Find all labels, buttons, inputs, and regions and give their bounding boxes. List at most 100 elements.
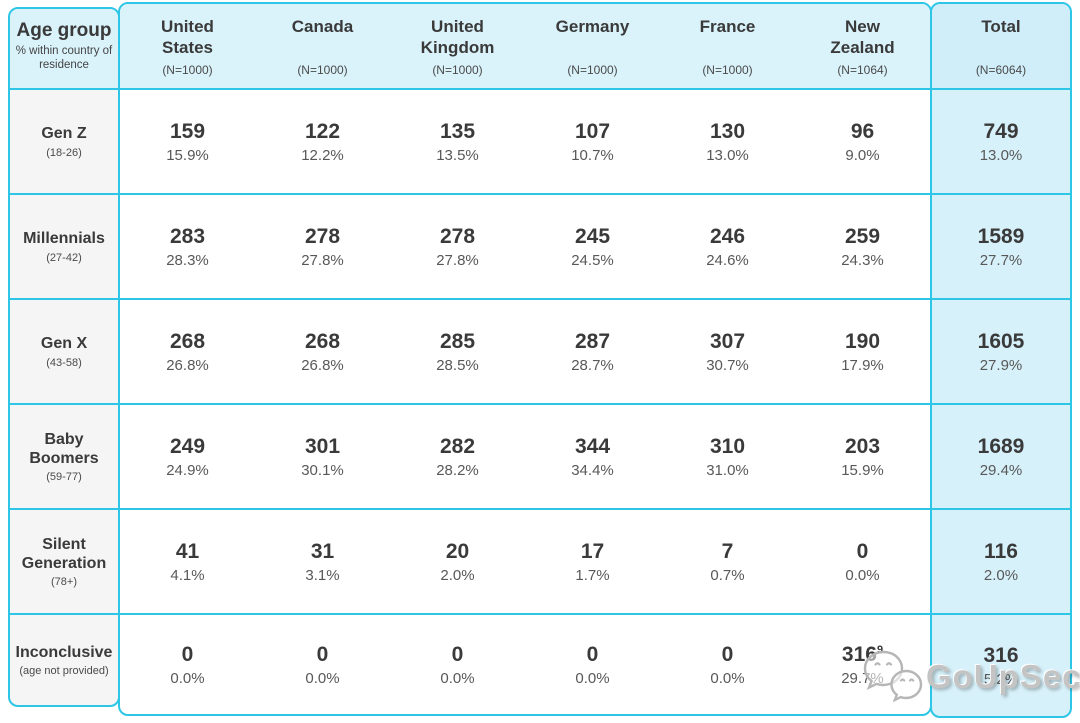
column-sample-size: (N=1000) (702, 63, 753, 77)
row-label: Baby Boomers (29, 430, 99, 467)
country-data-panel: United States (N=1000) Canada (N=1000) Unite… (118, 2, 932, 716)
data-cell: 245 24.5% (525, 195, 660, 298)
cell-percent: 27.9% (979, 356, 1023, 374)
row-label: Millennials (23, 230, 105, 248)
cell-count: 0 (856, 539, 869, 563)
row-header: Inconclusive (age not provided) (10, 613, 118, 705)
cell-count: 159 (169, 119, 206, 143)
data-cell: 0 0.0% (255, 615, 390, 714)
column-sample-size: (N=1000) (297, 63, 348, 77)
row-sublabel: (age not provided) (19, 665, 109, 678)
cell-percent: 30.1% (301, 461, 344, 479)
cell-count: 96 (850, 119, 875, 143)
data-cell: 17 1.7% (525, 510, 660, 613)
cell-percent: 28.7% (571, 356, 614, 374)
column-header: France (N=1000) (660, 4, 795, 88)
cell-count: 135 (439, 119, 476, 143)
data-cell: 285 28.5% (390, 300, 525, 403)
cell-count: 307 (709, 329, 746, 353)
table-row: 249 24.9% 301 30.1% 282 28.2% 344 34.4% 310 31.0%… (120, 403, 930, 508)
column-sample-size: (N=1000) (432, 63, 483, 77)
watermark-text: GoUpSec (926, 658, 1080, 695)
cell-percent: 9.0% (845, 146, 880, 164)
row-sublabel: (43-58) (46, 356, 82, 369)
data-cell: 268 26.8% (120, 300, 255, 403)
cell-percent: 24.6% (706, 251, 749, 269)
cell-percent: 34.4% (571, 461, 614, 479)
cell-count: 190 (844, 329, 881, 353)
cell-percent: 27.7% (979, 251, 1023, 269)
table-row: 159 15.9% 122 12.2% 135 13.5% 107 10.7% 130 13.0%… (120, 88, 930, 193)
row-header: Silent Generation (78+) (10, 508, 118, 613)
cell-percent: 28.3% (166, 251, 209, 269)
column-header: United Kingdom (N=1000) (390, 4, 525, 88)
data-cell: 307 30.7% (660, 300, 795, 403)
row-label: Inconclusive (15, 643, 113, 661)
cell-count: 1689 (977, 434, 1025, 458)
column-sample-size: (N=1000) (567, 63, 618, 77)
cell-percent: 0.0% (170, 669, 205, 687)
column-label: Canada (291, 17, 354, 36)
row-sublabel: (18-26) (46, 146, 82, 159)
column-header-row: United States (N=1000) Canada (N=1000) Unite… (120, 4, 930, 88)
cell-count: 122 (304, 119, 341, 143)
column-label: New Zealand (830, 17, 895, 57)
data-cell: 344 34.4% (525, 405, 660, 508)
cell-percent: 2.0% (440, 566, 475, 584)
data-cell: 122 12.2% (255, 90, 390, 193)
data-cell: 282 28.2% (390, 405, 525, 508)
cell-count: 278 (304, 224, 341, 248)
column-label: United States (161, 17, 214, 57)
cell-percent: 26.8% (166, 356, 209, 374)
cell-count: 278 (439, 224, 476, 248)
data-cell: 0 0.0% (660, 615, 795, 714)
data-cell: 107 10.7% (525, 90, 660, 193)
cell-count: 1589 (977, 224, 1025, 248)
table-row: 268 26.8% 268 26.8% 285 28.5% 287 28.7% 307 30.7%… (120, 298, 930, 403)
total-cell: 316 5.2% (932, 613, 1070, 716)
cell-percent: 28.5% (436, 356, 479, 374)
column-label: Germany (555, 17, 630, 36)
column-header: Canada (N=1000) (255, 4, 390, 88)
total-cell: 1689 29.4% (932, 403, 1070, 508)
cell-count: 130 (709, 119, 746, 143)
wechat-icon (863, 650, 923, 703)
cell-count: 249 (169, 434, 206, 458)
data-cell: 0 0.0% (120, 615, 255, 714)
cell-count: 749 (983, 119, 1019, 143)
cell-percent: 2.0% (983, 566, 1019, 584)
data-cell: 96 9.0% (795, 90, 930, 193)
row-header: Gen X (43-58) (10, 298, 118, 403)
cell-percent: 17.9% (841, 356, 884, 374)
cell-count: 285 (439, 329, 476, 353)
cell-count: 268 (169, 329, 206, 353)
data-cell: 203 15.9% (795, 405, 930, 508)
corner-subtitle: % within country of residence (15, 45, 113, 72)
cell-percent: 3.1% (305, 566, 340, 584)
row-label: Silent Generation (21, 535, 107, 572)
cell-count: 41 (175, 539, 200, 563)
cell-percent: 1.7% (575, 566, 610, 584)
data-cell: 190 17.9% (795, 300, 930, 403)
column-label: France (699, 17, 756, 36)
cell-percent: 24.3% (841, 251, 884, 269)
cell-count: 203 (844, 434, 881, 458)
data-cell: 310 31.0% (660, 405, 795, 508)
cell-percent: 29.4% (979, 461, 1023, 479)
cell-percent: 0.7% (710, 566, 745, 584)
row-header: Baby Boomers (59-77) (10, 403, 118, 508)
row-sublabel: (78+) (51, 576, 77, 589)
table-row: 283 28.3% 278 27.8% 278 27.8% 245 24.5% 246 24.6%… (120, 193, 930, 298)
data-cell: 31 3.1% (255, 510, 390, 613)
column-header: United States (N=1000) (120, 4, 255, 88)
cell-percent: 0.0% (845, 566, 880, 584)
data-cell: 0 0.0% (795, 510, 930, 613)
cell-count: 282 (439, 434, 476, 458)
column-header: Germany (N=1000) (525, 4, 660, 88)
data-cell: 301 30.1% (255, 405, 390, 508)
total-column-label: Total (981, 17, 1021, 36)
cell-count: 31 (310, 539, 335, 563)
cell-count: 0 (586, 642, 599, 666)
data-cell: 283 28.3% (120, 195, 255, 298)
